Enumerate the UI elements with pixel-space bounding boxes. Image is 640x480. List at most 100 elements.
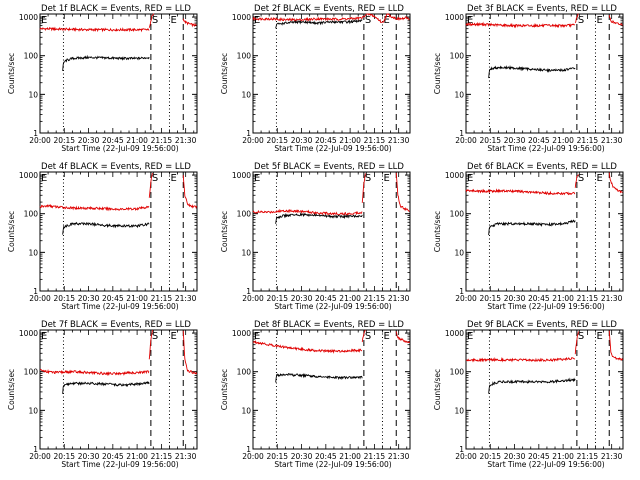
marker-label: E	[254, 331, 260, 342]
marker-label: S	[578, 173, 584, 184]
y-tick-label: 1000	[232, 329, 251, 338]
x-tick-label: 20:45	[315, 452, 337, 461]
y-tick-label: 1	[33, 445, 38, 454]
x-tick-label: 20:15	[53, 294, 75, 303]
marker-label: S	[365, 173, 371, 184]
x-tick-label: 20:30	[504, 452, 526, 461]
x-tick-label: 20:30	[291, 294, 313, 303]
x-tick-label: 21:15	[151, 294, 173, 303]
x-tick-label: 20:00	[242, 452, 264, 461]
lld-series-line	[182, 18, 197, 28]
x-tick-label: 21:00	[339, 136, 361, 145]
y-tick-label: 1000	[232, 13, 251, 22]
x-tick-label: 20:45	[102, 294, 124, 303]
y-tick-label: 1	[459, 445, 464, 454]
lld-series-line	[252, 339, 363, 354]
events-series-line	[275, 372, 363, 383]
chart-panel-5: Det 5f BLACK = Events, RED = LLD 1 10 100 10…	[220, 162, 411, 311]
marker-label: S	[365, 15, 371, 26]
x-tick-label: 20:45	[528, 294, 550, 303]
chart-panel-4: Det 4f BLACK = Events, RED = LLD 1 10 100 10…	[7, 162, 198, 311]
x-tick-label: 20:00	[29, 452, 51, 461]
marker-label: S	[152, 331, 158, 342]
y-tick-label: 100	[450, 210, 465, 219]
y-tick-label: 1000	[445, 171, 464, 180]
chart-title: Det 2f BLACK = Events, RED = LLD	[254, 4, 404, 14]
marker-label: E	[596, 331, 602, 342]
y-axis-label: Counts/sec	[220, 369, 229, 410]
x-tick-label: 20:30	[78, 452, 100, 461]
y-tick-label: 100	[24, 52, 39, 61]
y-axis-label: Counts/sec	[433, 369, 442, 410]
y-tick-label: 1000	[19, 171, 38, 180]
y-tick-label: 1000	[445, 329, 464, 338]
y-axis-label: Counts/sec	[220, 53, 229, 94]
events-series-line	[488, 64, 576, 79]
x-tick-label: 20:30	[78, 294, 100, 303]
chart-panel-2: Det 2f BLACK = Events, RED = LLD 1 10 100 10…	[220, 4, 411, 153]
x-tick-label: 20:15	[53, 136, 75, 145]
x-tick-label: 20:15	[53, 452, 75, 461]
plot-frame	[252, 171, 411, 292]
x-tick-label: 20:15	[266, 452, 288, 461]
x-tick-label: 21:00	[339, 452, 361, 461]
chart-title: Det 3f BLACK = Events, RED = LLD	[467, 4, 617, 14]
chart-panel-8: Det 8f BLACK = Events, RED = LLD 1 10 100 10…	[220, 320, 411, 469]
y-axis-label: Counts/sec	[433, 211, 442, 252]
y-tick-label: 10	[28, 90, 38, 99]
marker-label: E	[41, 15, 47, 26]
y-tick-label: 1	[246, 129, 251, 138]
x-tick-label: 20:45	[528, 136, 550, 145]
plot-frame	[39, 13, 198, 134]
chart-panel-6: Det 6f BLACK = Events, RED = LLD 1 10 100 10…	[433, 162, 624, 311]
y-tick-label: 10	[241, 406, 251, 415]
y-tick-label: 1	[33, 129, 38, 138]
marker-label: E	[383, 331, 389, 342]
chart-title: Det 8f BLACK = Events, RED = LLD	[254, 320, 404, 330]
y-tick-label: 1000	[19, 13, 38, 22]
events-series-line	[275, 19, 363, 29]
x-tick-label: 20:00	[455, 452, 477, 461]
marker-label: E	[467, 331, 473, 342]
lld-series-line	[39, 203, 150, 212]
y-tick-label: 10	[28, 406, 38, 415]
lld-series-line	[148, 329, 153, 360]
x-tick-label: 21:00	[126, 136, 148, 145]
x-tick-label: 20:15	[266, 136, 288, 145]
marker-label: E	[596, 173, 602, 184]
marker-label: S	[152, 15, 158, 26]
plot-frame	[252, 329, 411, 450]
y-tick-label: 1	[246, 287, 251, 296]
x-tick-label: 21:30	[175, 452, 197, 461]
plot-frame	[39, 171, 198, 292]
x-axis-label: Start Time (22-Jul-09 19:56:00)	[61, 144, 178, 153]
x-tick-label: 20:15	[479, 294, 501, 303]
lld-series-line	[182, 330, 198, 375]
lld-series-line	[39, 368, 150, 377]
lld-series-line	[465, 21, 576, 29]
x-axis-label: Start Time (22-Jul-09 19:56:00)	[274, 460, 391, 469]
marker-label: E	[41, 331, 47, 342]
events-series-line	[488, 377, 576, 394]
x-tick-label: 21:15	[151, 136, 173, 145]
events-series-line	[62, 54, 150, 71]
y-axis-label: Counts/sec	[7, 211, 16, 252]
marker-label: E	[170, 173, 176, 184]
marker-label: E	[383, 173, 389, 184]
x-tick-label: 21:30	[175, 136, 197, 145]
lld-series-line	[148, 13, 155, 28]
x-axis-label: Start Time (22-Jul-09 19:56:00)	[487, 460, 604, 469]
y-tick-label: 10	[241, 248, 251, 257]
x-axis-label: Start Time (22-Jul-09 19:56:00)	[487, 302, 604, 311]
events-series-line	[62, 380, 150, 394]
y-tick-label: 10	[241, 90, 251, 99]
y-tick-label: 1000	[19, 329, 38, 338]
lld-series-line	[148, 172, 153, 198]
y-axis-label: Counts/sec	[7, 53, 16, 94]
x-tick-label: 21:30	[175, 294, 197, 303]
lld-series-line	[574, 13, 579, 24]
y-tick-label: 100	[237, 368, 252, 377]
y-tick-label: 1	[33, 287, 38, 296]
y-tick-label: 100	[24, 368, 39, 377]
x-tick-label: 20:00	[242, 136, 264, 145]
